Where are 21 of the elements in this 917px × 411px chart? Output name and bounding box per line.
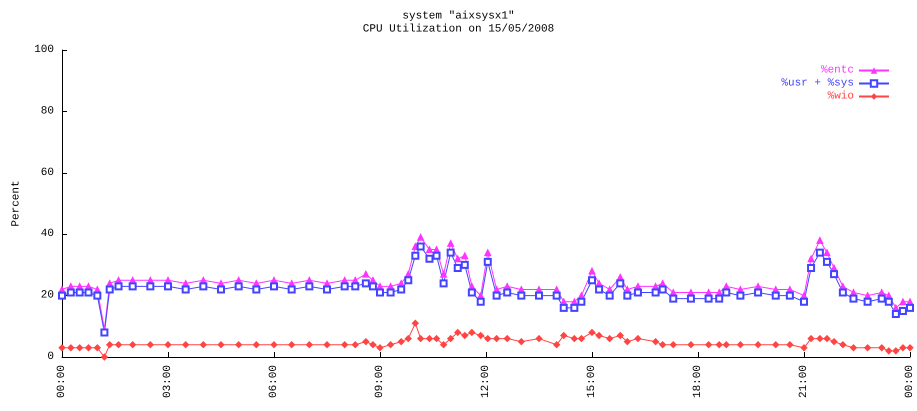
x-tick-label: 03:00 [162, 365, 174, 398]
x-tick-label: 09:00 [374, 365, 386, 398]
x-tick-label: 00:00 [904, 365, 916, 398]
y-tick-label: 20 [40, 290, 54, 302]
x-tick-label: 06:00 [268, 365, 280, 398]
x-tick-label: 00:00 [56, 365, 68, 398]
legend-label: %entc [820, 64, 854, 76]
x-tick-label: 18:00 [692, 365, 704, 398]
chart-title: system "aixsysx1" [402, 10, 515, 22]
y-tick-label: 60 [40, 166, 54, 179]
legend-label: %usr + %sys [781, 78, 854, 90]
x-tick-label: 12:00 [480, 365, 492, 398]
y-tick-label: 80 [40, 105, 54, 118]
x-tick-label: 21:00 [798, 365, 810, 398]
x-tick-label: 15:00 [586, 365, 598, 398]
y-axis-title: Percent [10, 180, 22, 227]
legend-label: %wio [828, 90, 854, 102]
y-tick-label: 40 [40, 228, 54, 240]
y-tick-label: 0 [47, 351, 54, 363]
chart-subtitle: CPU Utilization on 15/05/2008 [362, 24, 554, 36]
y-tick-label: 100 [34, 44, 54, 56]
